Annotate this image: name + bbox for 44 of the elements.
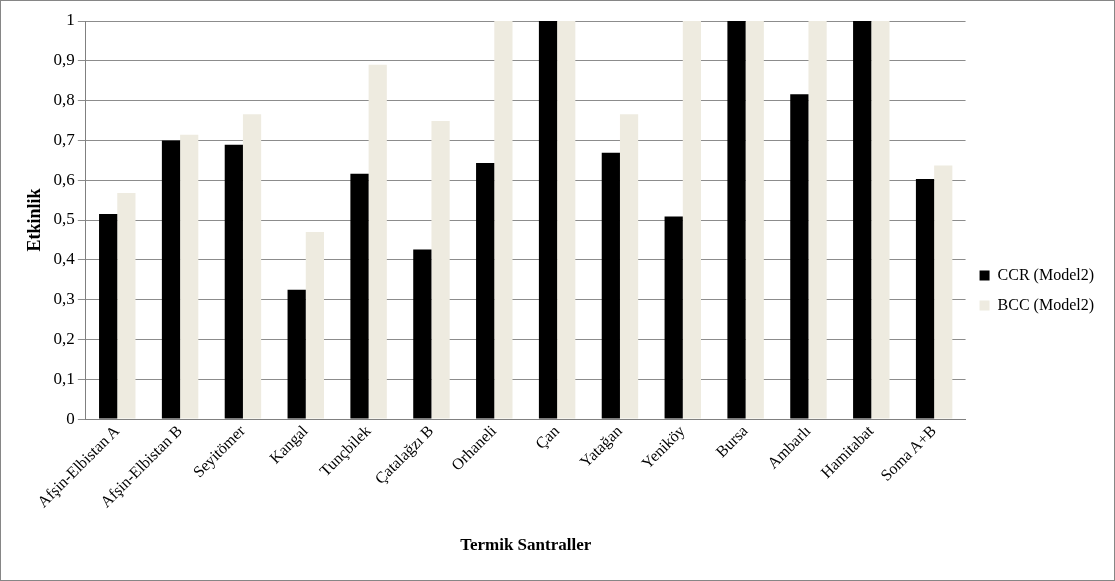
x-tick-label: Çan — [531, 421, 563, 453]
bar — [368, 64, 387, 419]
bar — [682, 21, 702, 419]
bar — [915, 179, 935, 419]
bar — [476, 163, 495, 419]
bar — [494, 21, 513, 419]
bar — [853, 21, 872, 419]
bar — [99, 214, 118, 419]
bar — [871, 21, 890, 419]
y-tick-label: 1 — [66, 10, 75, 30]
y-tick-label: 0 — [66, 408, 75, 428]
bar — [557, 21, 576, 419]
bar — [287, 289, 306, 419]
y-tick-label: 0,4 — [53, 249, 76, 269]
y-tick-label: 0,8 — [53, 90, 75, 110]
y-tick-label: 0,7 — [53, 129, 76, 149]
y-tick-label: 0,5 — [53, 209, 75, 229]
y-tick-label: 0,3 — [53, 289, 75, 309]
bar — [538, 21, 558, 419]
bar — [790, 94, 809, 419]
bar — [224, 144, 243, 419]
bar — [431, 120, 450, 419]
bar — [305, 231, 324, 419]
bar — [180, 134, 199, 419]
bar — [117, 192, 136, 419]
bar — [161, 140, 181, 419]
bar — [808, 21, 827, 419]
y-tick-label: 0,6 — [53, 169, 75, 189]
y-tick-label: 0,2 — [53, 328, 75, 348]
x-axis-title: Termik Santraller — [460, 535, 592, 555]
legend-label: CCR (Model2) — [997, 265, 1095, 284]
bar — [619, 114, 639, 419]
bar — [350, 173, 369, 419]
y-tick-label: 0,9 — [53, 50, 75, 70]
bar — [745, 21, 764, 419]
y-tick-label: 0,1 — [53, 368, 75, 388]
y-axis-title: Etkinlik — [24, 188, 45, 252]
bar — [664, 216, 683, 419]
legend-label: BCC (Model2) — [997, 295, 1095, 314]
bar — [727, 21, 746, 419]
bar — [934, 165, 953, 419]
bar — [242, 114, 262, 419]
bar — [413, 249, 432, 419]
bar — [601, 152, 620, 419]
